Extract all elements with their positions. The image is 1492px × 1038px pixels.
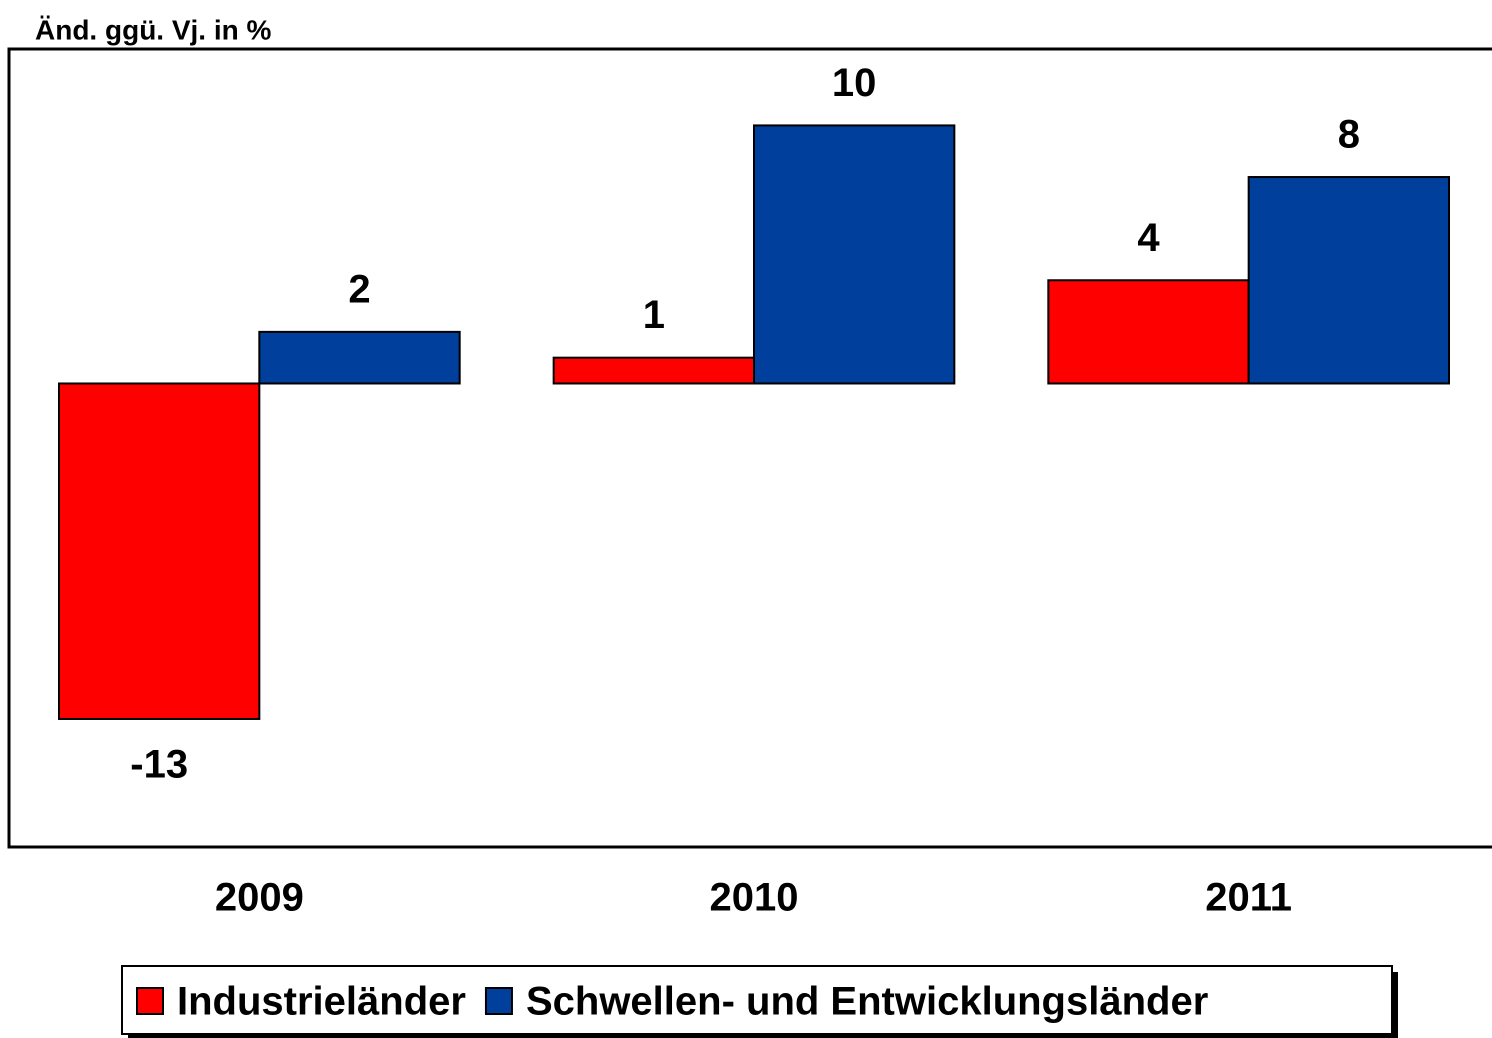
value-label: -13 bbox=[130, 743, 188, 787]
bar bbox=[1247, 176, 1451, 385]
bar bbox=[753, 124, 956, 385]
value-label: 1 bbox=[643, 293, 665, 337]
legend-swatch bbox=[484, 987, 513, 1015]
bar bbox=[57, 382, 261, 720]
x-tick-label: 2009 bbox=[215, 876, 304, 920]
plot-frame bbox=[7, 47, 1492, 849]
value-label: 4 bbox=[1137, 216, 1160, 260]
value-label: 10 bbox=[832, 61, 877, 105]
x-tick-label: 2010 bbox=[710, 876, 799, 920]
legend-swatch bbox=[136, 987, 164, 1015]
axis-label: Änd. ggü. Vj. in % bbox=[35, 14, 272, 45]
bar bbox=[258, 330, 461, 385]
legend-box bbox=[121, 965, 1393, 1035]
value-label: 8 bbox=[1338, 113, 1360, 157]
x-tick-label: 2011 bbox=[1205, 876, 1292, 920]
legend-label: Schwellen- und Entwicklungsländer bbox=[526, 980, 1208, 1024]
value-label: 2 bbox=[348, 267, 370, 311]
bar bbox=[552, 356, 755, 385]
bar bbox=[1047, 279, 1250, 385]
legend-label: Industrieländer bbox=[177, 980, 466, 1024]
